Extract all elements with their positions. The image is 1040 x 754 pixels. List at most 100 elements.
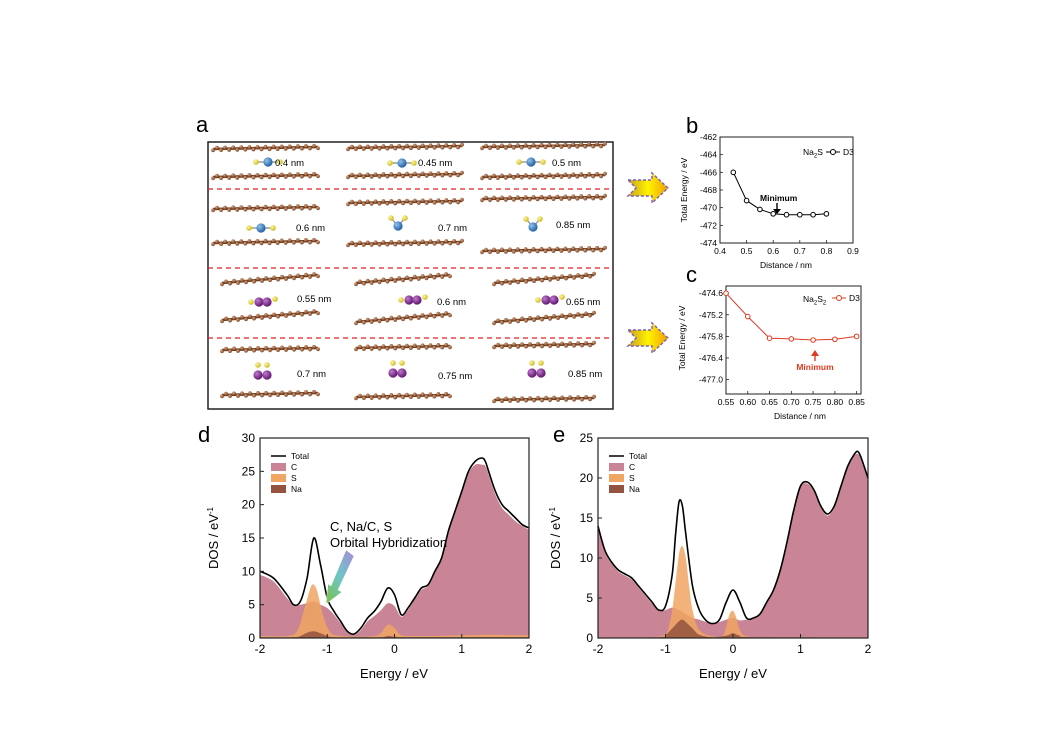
carbon-atom — [296, 345, 300, 350]
sulfur-atom — [538, 360, 544, 366]
carbon-atom — [599, 248, 603, 253]
carbon-atom — [539, 142, 544, 147]
carbon-atom — [508, 399, 512, 403]
graphene-sheet — [346, 197, 464, 207]
carbon-atom — [507, 195, 512, 200]
carbon-atom — [271, 144, 276, 149]
carbon-atom — [361, 347, 366, 352]
carbon-atom — [275, 175, 280, 179]
carbon-atom — [424, 315, 429, 320]
carbon-atom — [571, 142, 576, 147]
sodium-atom — [528, 222, 538, 232]
carbon-atom — [405, 198, 409, 203]
carbon-atom — [496, 318, 500, 323]
data-point — [783, 211, 790, 218]
carbon-atom — [583, 174, 588, 179]
y-tick-label: 5 — [248, 598, 255, 612]
legend-marker — [830, 149, 836, 155]
sodium-atom — [397, 158, 407, 168]
carbon-atom — [312, 309, 316, 313]
legend-label: S — [629, 473, 635, 483]
carbon-atom — [440, 173, 445, 178]
carbon-atom — [560, 274, 564, 279]
carbon-atom — [312, 143, 316, 148]
carbon-atom — [401, 146, 405, 151]
carbon-atom — [524, 344, 528, 349]
carbon-atom — [365, 317, 370, 322]
carbon-atom — [284, 277, 288, 281]
carbon-atom — [460, 170, 464, 175]
carbon-atom — [292, 347, 296, 352]
na2s2-molecule — [398, 294, 428, 305]
data-point — [723, 290, 729, 297]
carbon-atom — [587, 246, 592, 250]
carbon-atom — [416, 201, 421, 205]
carbon-atom — [381, 199, 386, 203]
panel-a: 0.4 nm 0.45 nm 0.5 nm 0.6 nm 0.7 nm 0.85… — [207, 141, 614, 410]
carbon-atom — [428, 198, 433, 203]
carbon-atom — [508, 281, 512, 285]
y-tick-label: 25 — [242, 464, 256, 478]
legend-label: S — [291, 473, 297, 483]
na2s2-molecule — [253, 362, 272, 380]
carbon-atom — [251, 175, 256, 180]
carbon-atom — [401, 346, 405, 351]
carbon-atom — [223, 173, 228, 178]
carbon-atom — [405, 143, 409, 148]
carbon-atom — [559, 197, 564, 201]
carbon-atom — [260, 279, 264, 283]
carbon-atom — [515, 143, 520, 148]
carbon-atom — [287, 238, 292, 243]
carbon-atom — [346, 175, 350, 180]
carbon-atom — [583, 144, 588, 149]
legend-swatch — [609, 474, 624, 482]
carbon-atom — [408, 277, 413, 282]
carbon-atom — [576, 341, 580, 345]
carbon-atom — [532, 318, 536, 322]
y-tick-label: 5 — [586, 591, 593, 605]
carbon-atom — [540, 398, 544, 403]
carbon-atom — [247, 145, 252, 149]
carbon-atom — [357, 172, 362, 177]
carbon-atom — [535, 145, 540, 150]
carbon-atom — [248, 314, 252, 319]
carbon-atom — [583, 248, 588, 253]
carbon-atom — [227, 148, 232, 152]
carbon-atom — [591, 196, 595, 201]
carbon-atom — [531, 194, 536, 199]
carbon-atom — [416, 146, 421, 150]
carbon-atom — [512, 317, 516, 321]
carbon-atom — [316, 347, 320, 352]
y-tick-label: -468 — [700, 185, 717, 195]
carbon-atom — [503, 250, 508, 254]
distance-label: 0.45 nm — [418, 158, 452, 169]
y-tick-label: 10 — [580, 551, 594, 565]
carbon-atom — [361, 320, 366, 325]
carbon-atom — [312, 171, 316, 176]
carbon-atom — [296, 390, 300, 395]
carbon-atom — [280, 345, 284, 350]
carbon-atom — [544, 275, 548, 280]
carbon-atom — [288, 311, 292, 315]
carbon-atom — [580, 275, 584, 280]
y-tick-label: -474.6 — [699, 288, 723, 298]
carbon-atom — [295, 172, 300, 176]
carbon-atom — [295, 238, 300, 242]
carbon-atom — [495, 146, 500, 150]
data-point — [810, 211, 816, 218]
distance-label: 0.55 nm — [297, 294, 331, 305]
carbon-atom — [428, 312, 433, 317]
carbon-atom — [547, 246, 552, 251]
x-tick-label: 0 — [730, 642, 737, 656]
carbon-atom — [444, 272, 448, 276]
carbon-atom — [275, 207, 280, 211]
carbon-atom — [572, 276, 576, 280]
carbon-atom — [531, 142, 536, 147]
carbon-atom — [264, 276, 268, 280]
carbon-atom — [401, 278, 405, 283]
carbon-atom — [240, 278, 244, 282]
carbon-atom — [460, 142, 464, 147]
y-tick-label: 30 — [242, 431, 256, 445]
carbon-atom — [248, 391, 252, 396]
carbon-atom — [316, 240, 320, 245]
